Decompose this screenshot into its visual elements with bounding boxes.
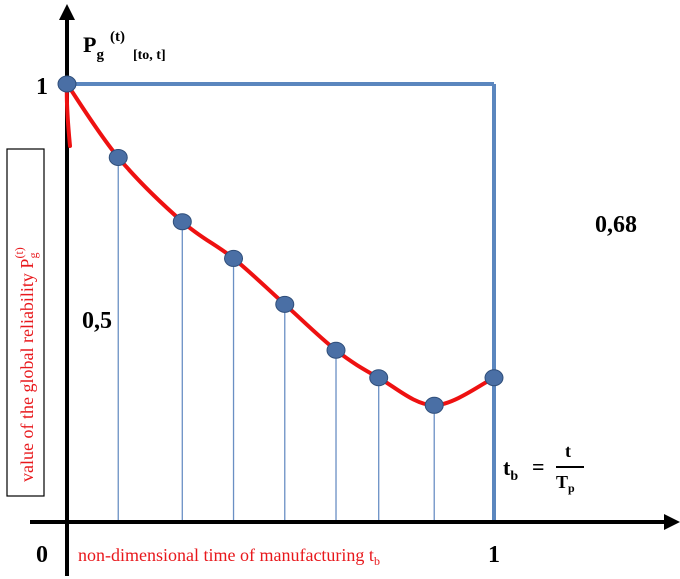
curve-layer bbox=[64, 78, 496, 408]
y-axis-label-sub: g bbox=[26, 253, 40, 259]
end-value-annotation: 0,68 bbox=[595, 212, 637, 238]
y-axis-label: value of the global reliability Pg(t) bbox=[12, 247, 40, 482]
x-tick-label-0: 0 bbox=[36, 542, 48, 568]
y-axis-label-box bbox=[6, 148, 45, 497]
data-point-3 bbox=[224, 249, 244, 267]
formula-lhs: tb bbox=[503, 455, 518, 484]
formula-denominator: Tp bbox=[556, 472, 575, 495]
x-axis-label-sub: b bbox=[374, 554, 380, 568]
data-point-1 bbox=[108, 148, 128, 166]
x-tick-label-1: 1 bbox=[488, 542, 500, 568]
data-point-2 bbox=[172, 213, 192, 231]
chart-title: Pg(t)[to, t] bbox=[83, 29, 166, 63]
formula-lhs-sub: b bbox=[510, 469, 518, 484]
reliability-curve bbox=[64, 78, 496, 408]
data-point-6 bbox=[369, 369, 389, 387]
data-point-0 bbox=[57, 75, 77, 93]
formula-numerator: t bbox=[565, 441, 571, 461]
formula-equals: = bbox=[532, 454, 545, 479]
y-tick-label-1: 1 bbox=[36, 74, 48, 100]
data-point-4 bbox=[275, 295, 295, 313]
data-point-5 bbox=[326, 341, 346, 359]
title-sup: (t) bbox=[110, 29, 125, 45]
y-axis-label-sup: (t) bbox=[12, 247, 26, 258]
x-axis-label: non-dimensional time of manufacturing tb bbox=[78, 545, 380, 568]
title-interval: [to, t] bbox=[133, 48, 166, 63]
formula: tb = t Tp bbox=[503, 441, 584, 495]
data-point-8 bbox=[484, 369, 504, 387]
y-axis-arrow bbox=[59, 4, 75, 20]
axes bbox=[30, 4, 680, 576]
points-layer bbox=[57, 75, 504, 414]
formula-den-sub: p bbox=[568, 481, 575, 495]
droplines-layer bbox=[117, 157, 435, 522]
x-axis-arrow bbox=[664, 514, 680, 530]
y-tick-label-0-5: 0,5 bbox=[82, 308, 112, 334]
data-point-7 bbox=[424, 396, 444, 414]
title-sub: g bbox=[96, 47, 104, 63]
box-layer bbox=[67, 82, 496, 522]
